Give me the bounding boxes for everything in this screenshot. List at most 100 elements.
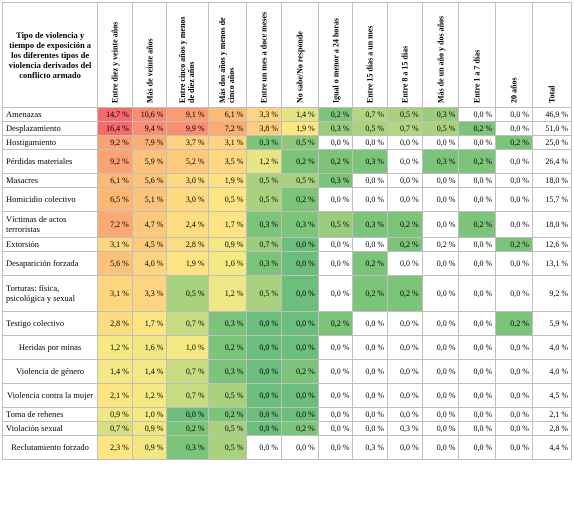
data-cell: 0,3 % xyxy=(352,435,389,460)
data-cell: 0,0 % xyxy=(387,173,423,188)
row-total-cell: 9,2 % xyxy=(531,275,573,312)
row-total-cell: 51,0 % xyxy=(531,121,573,136)
row-label: Víctimas de actos terroristas xyxy=(1,211,99,238)
data-cell: 0,0 % xyxy=(387,359,423,384)
data-cell: 0,0 % xyxy=(458,187,497,212)
column-header-7: Igual o menor a 24 horas xyxy=(317,2,354,108)
data-cell: 0,0 % xyxy=(421,311,460,336)
data-cell: 0,2 % xyxy=(317,149,354,174)
data-cell: 0,0 % xyxy=(352,383,389,408)
data-cell: 0,0 % xyxy=(281,383,319,408)
table-row: Reclutamiento forzado 2,3 % 0,9 % 0,3 % 0,5 … xyxy=(1,435,573,460)
data-cell: 0,0 % xyxy=(281,311,319,336)
column-header-6: No sabe/No responde xyxy=(281,2,319,108)
row-total-cell: 15,7 % xyxy=(531,187,573,212)
data-cell: 0,3 % xyxy=(166,435,209,460)
column-header-1: Entre diez y veinte años xyxy=(97,2,133,108)
column-header-8: Entre 15 días a un mes xyxy=(352,2,389,108)
column-header-label: Total xyxy=(547,85,557,104)
data-cell: 0,5 % xyxy=(166,275,209,312)
row-total-cell: 5,9 % xyxy=(531,311,573,336)
data-cell: 1,0 % xyxy=(166,335,209,360)
column-header-label: Entre 1 a 7 días xyxy=(472,49,482,103)
data-cell: 0,3 % xyxy=(317,173,354,188)
data-cell: 0,2 % xyxy=(207,335,248,360)
data-cell: 0,0 % xyxy=(281,251,319,276)
data-cell: 0,2 % xyxy=(281,187,319,212)
data-cell: 0,0 % xyxy=(317,251,354,276)
data-cell: 0,0 % xyxy=(246,311,283,336)
data-cell: 0,5 % xyxy=(421,121,460,136)
data-cell: 0,2 % xyxy=(421,237,460,252)
data-cell: 0,0 % xyxy=(352,173,389,188)
data-cell: 0,0 % xyxy=(421,187,460,212)
table-row: Homicidio colectivo 6,5 % 5,1 % 3,0 % 0,5 % 0… xyxy=(1,187,573,212)
data-cell: 0,0 % xyxy=(281,275,319,312)
data-cell: 3,7 % xyxy=(166,135,209,150)
data-cell: 5,6 % xyxy=(131,173,168,188)
table-row: Desaparición forzada 5,6 % 4,0 % 1,9 % 1,0 %… xyxy=(1,251,573,276)
data-cell: 0,5 % xyxy=(246,275,283,312)
row-label: Toma de rehenes xyxy=(1,407,99,422)
table-row: Heridas por minas 1,2 % 1,6 % 1,0 % 0,2 % 0,0… xyxy=(1,335,573,360)
row-total-cell: 12,6 % xyxy=(531,237,573,252)
data-cell: 0,0 % xyxy=(246,435,283,460)
data-cell: 0,7 % xyxy=(387,121,423,136)
data-cell: 0,3 % xyxy=(421,107,460,122)
data-cell: 0,0 % xyxy=(387,311,423,336)
data-cell: 0,0 % xyxy=(352,335,389,360)
table-row: Masacres 6,1 % 5,6 % 3,0 % 1,9 % 0,5 % 0,5 % 0,… xyxy=(1,173,573,188)
data-cell: 0,0 % xyxy=(387,407,423,422)
row-total-cell: 25,0 % xyxy=(531,135,573,150)
data-cell: 0,0 % xyxy=(421,383,460,408)
data-cell: 0,3 % xyxy=(421,149,460,174)
data-cell: 0,0 % xyxy=(495,383,533,408)
data-cell: 0,0 % xyxy=(281,435,319,460)
data-cell: 0,0 % xyxy=(458,275,497,312)
row-total-cell: 18,0 % xyxy=(531,211,573,238)
data-cell: 0,0 % xyxy=(421,135,460,150)
column-header-label: Entre diez y veinte años xyxy=(110,21,120,103)
data-cell: 0,0 % xyxy=(458,107,497,122)
data-cell: 0,2 % xyxy=(207,407,248,422)
data-cell: 0,0 % xyxy=(421,251,460,276)
data-cell: 0,9 % xyxy=(207,237,248,252)
column-header-label: Más dos años y menos de cinco años xyxy=(218,17,237,103)
data-cell: 0,5 % xyxy=(207,187,248,212)
row-label: Hostigamiento xyxy=(1,135,99,150)
data-cell: 5,1 % xyxy=(131,187,168,212)
data-cell: 0,2 % xyxy=(495,237,533,252)
data-cell: 0,0 % xyxy=(495,251,533,276)
data-cell: 3,1 % xyxy=(97,275,133,312)
data-cell: 0,3 % xyxy=(317,121,354,136)
data-cell: 0,0 % xyxy=(352,187,389,212)
data-cell: 5,6 % xyxy=(97,251,133,276)
data-cell: 0,0 % xyxy=(246,421,283,436)
column-header-label: No sabe/No responde xyxy=(295,31,305,103)
data-cell: 0,0 % xyxy=(495,435,533,460)
data-cell: 0,0 % xyxy=(352,359,389,384)
data-cell: 0,0 % xyxy=(317,383,354,408)
data-cell: 0,3 % xyxy=(387,421,423,436)
data-cell: 0,7 % xyxy=(246,237,283,252)
row-label: Desplazamiento xyxy=(1,121,99,136)
data-cell: 0,0 % xyxy=(495,149,533,174)
data-cell: 0,7 % xyxy=(166,359,209,384)
data-cell: 0,3 % xyxy=(352,149,389,174)
data-cell: 2,4 % xyxy=(166,211,209,238)
data-cell: 0,0 % xyxy=(421,359,460,384)
table-row: Violación sexual 0,7 % 0,9 % 0,2 % 0,5 % 0,0 … xyxy=(1,421,573,436)
row-total-cell: 4,4 % xyxy=(531,435,573,460)
data-cell: 1,2 % xyxy=(131,383,168,408)
data-cell: 0,0 % xyxy=(317,407,354,422)
data-cell: 6,1 % xyxy=(97,173,133,188)
data-cell: 0,2 % xyxy=(495,135,533,150)
data-cell: 0,0 % xyxy=(458,237,497,252)
data-cell: 0,7 % xyxy=(166,383,209,408)
data-cell: 6,5 % xyxy=(97,187,133,212)
row-total-cell: 26,4 % xyxy=(531,149,573,174)
data-cell: 0,5 % xyxy=(281,135,319,150)
data-cell: 0,0 % xyxy=(317,135,354,150)
data-cell: 0,0 % xyxy=(246,359,283,384)
